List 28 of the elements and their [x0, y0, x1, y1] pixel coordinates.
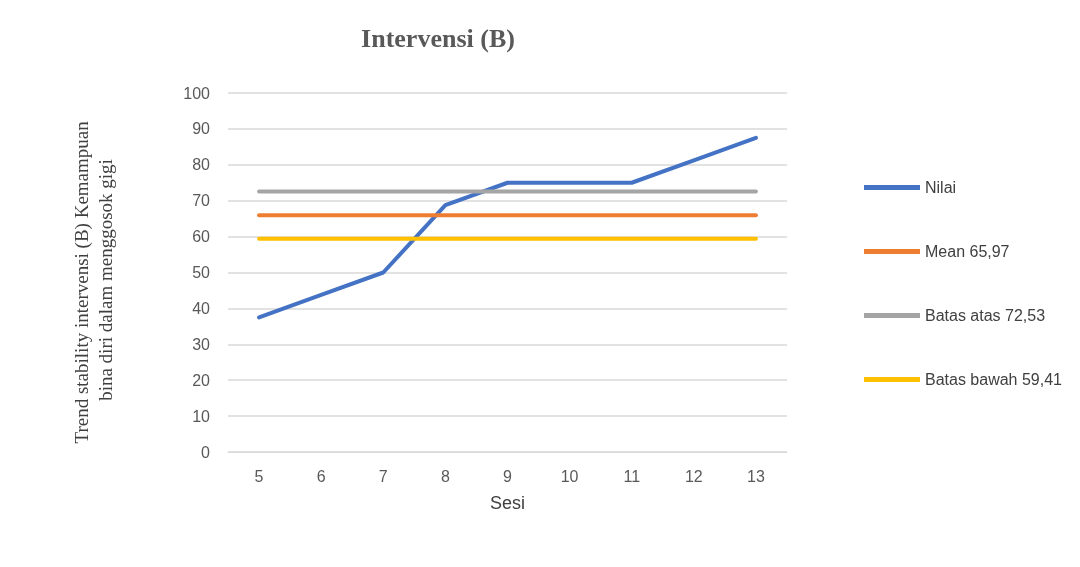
x-tick-label: 6: [316, 467, 326, 485]
y-tick-label: 100: [183, 84, 211, 102]
line-series: [257, 135, 758, 320]
y-tick-label: 50: [192, 264, 211, 281]
chart-title: Intervensi (B): [361, 23, 515, 53]
x-tick-label: 7: [378, 467, 388, 485]
legend-label: Batas bawah 59,41: [925, 371, 1063, 388]
y-axis-title: Trend stability intervensi (B) Kemampuan bina diri dalam menggosok gigi: [70, 116, 116, 444]
y-tick-label: 90: [192, 120, 211, 138]
x-tick-label: 10: [560, 467, 579, 485]
y-tick-label: 20: [192, 371, 211, 389]
x-tick-label: 13: [747, 467, 765, 485]
legend-label: Mean 65,97: [925, 243, 1010, 260]
x-tick-label: 9: [503, 467, 513, 485]
legend-label: Nilai: [925, 179, 957, 196]
y-tick-label: 0: [201, 443, 211, 461]
y-tick-label: 80: [192, 156, 211, 174]
y-tick-label: 40: [192, 299, 211, 317]
x-tick-label: 5: [254, 467, 264, 485]
x-tick-label: 8: [440, 467, 450, 485]
legend-label: Batas atas 72,53: [925, 307, 1046, 324]
y-tick-label: 70: [192, 192, 211, 210]
y-tick-label: 10: [192, 407, 211, 425]
x-tick-label: 11: [623, 467, 641, 485]
y-tick-label: 30: [192, 335, 211, 353]
y-tick-label: 60: [192, 228, 211, 246]
x-tick-label: 12: [684, 467, 703, 485]
x-axis-title: Sesi: [489, 493, 526, 513]
